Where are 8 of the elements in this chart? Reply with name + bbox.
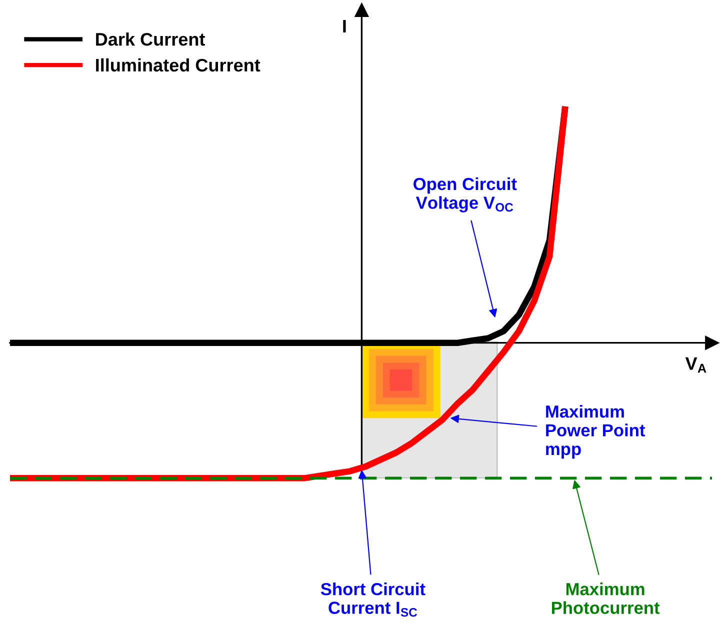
text: Maximum Photocurrent [552, 582, 660, 614]
legend-label: Illuminated Current [96, 58, 260, 72]
annotation: Maximum Power Point mpp [546, 404, 646, 459]
text: V$_{A}$ [685, 357, 706, 373]
annotation: Open Circuit Voltage V$_{OC}$ [414, 177, 517, 212]
legend-label: Dark Current [96, 32, 206, 46]
text: Short Circuit Current I$_{SC}$ [320, 582, 426, 617]
y-axis-title: I [343, 20, 346, 32]
